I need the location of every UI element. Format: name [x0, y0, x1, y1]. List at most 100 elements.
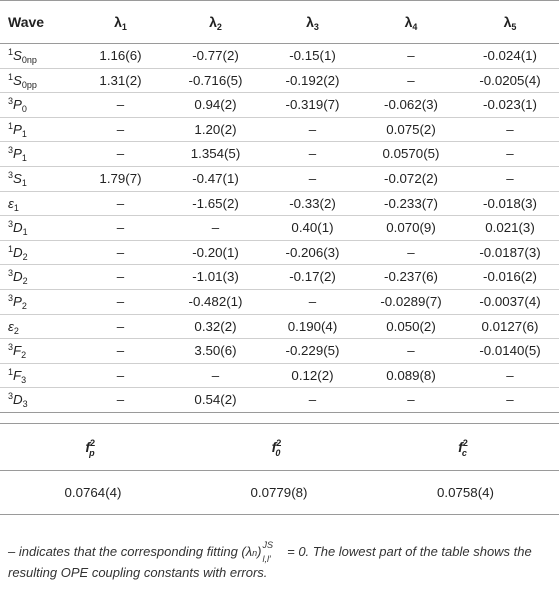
- coupling-header-fc: f2c: [372, 423, 559, 471]
- lambda-4-cell: 0.0570(5): [361, 141, 461, 167]
- wave-label: ε1: [0, 190, 74, 216]
- lambda-3-cell: –: [264, 165, 361, 192]
- coupling-value-f0: 0.0779(8): [250, 484, 308, 500]
- lambda-1-cell: –: [74, 313, 167, 339]
- lambda-1-cell: –: [74, 387, 167, 413]
- lambda-2-cell: -1.01(3): [167, 264, 264, 290]
- wave-label: ε2: [0, 313, 74, 339]
- wave-label: 3F2: [0, 338, 74, 364]
- parameter-table: Wave λ1 λ2 λ3 λ4 λ5 1S0np 1.16(6) -0.77(2)…: [0, 0, 559, 413]
- wave-label: 3D3: [0, 387, 74, 413]
- lambda-5-cell: -0.024(1): [483, 48, 537, 63]
- lambda-5-cell: –: [461, 141, 559, 167]
- wave-label: 3P2: [0, 288, 74, 315]
- lambda-4-cell: 0.089(8): [361, 362, 461, 388]
- table-row: 1F3– –0.12(2) 0.089(8) –: [0, 362, 559, 388]
- lambda-3-cell: -0.229(5): [264, 338, 361, 364]
- lambda-3-cell: 0.12(2): [264, 362, 361, 388]
- table-row: 3D1– –0.40(1) 0.070(9) 0.021(3): [0, 215, 559, 241]
- lambda-4-cell: -0.233(7): [361, 190, 461, 216]
- lambda-1-cell: –: [74, 264, 167, 290]
- wave-label: 1D2: [0, 239, 74, 265]
- lambda-3-cell: -0.33(2): [264, 190, 361, 216]
- lambda-1-cell: 1.31(2): [74, 67, 167, 93]
- table-row: 1S0np 1.16(6) -0.77(2) -0.15(1) – -0.024(1): [0, 44, 559, 69]
- lambda-2-cell: –: [167, 362, 264, 388]
- lambda-3-cell: -0.15(1): [289, 48, 336, 63]
- coupling-table: f2p f20 f2c 0.0764(4) 0.0779(8) 0.0758(4…: [0, 422, 559, 515]
- header-wave: Wave: [8, 14, 45, 30]
- lambda-2-cell: 0.32(2): [167, 313, 264, 339]
- lambda-1-cell: –: [74, 141, 167, 167]
- lambda-1-cell: –: [74, 338, 167, 364]
- lambda-2-cell: 3.50(6): [167, 338, 264, 364]
- lambda-2-cell: 1.20(2): [167, 116, 264, 142]
- lambda-2-cell: -1.65(2): [167, 190, 264, 216]
- lambda-5-cell: -0.0037(4): [461, 288, 559, 315]
- lambda-4-cell: 0.070(9): [361, 215, 461, 241]
- lambda-1-cell: –: [74, 288, 167, 315]
- lambda-4-cell: -0.0289(7): [361, 288, 461, 315]
- lambda-3-cell: 0.190(4): [264, 313, 361, 339]
- table-row: 3D2– -1.01(3) -0.17(2) -0.237(6) -0.016(2): [0, 264, 559, 290]
- lambda-5-cell: 0.0127(6): [461, 313, 559, 339]
- table-row: 1S0pp 1.31(2) -0.716(5) -0.192(2) – -0.0205(4…: [0, 67, 559, 93]
- header-lambda-5: λ5: [503, 14, 517, 32]
- lambda-1-cell: –: [74, 215, 167, 241]
- lambda-2-cell: -0.47(1): [167, 165, 264, 192]
- table-row: 3P2– -0.482(1) – -0.0289(7) -0.0037(4): [0, 288, 559, 315]
- lambda-1-cell: 1.16(6): [99, 48, 142, 63]
- lambda-2-cell: 0.54(2): [167, 387, 264, 413]
- header-row: Wave λ1 λ2 λ3 λ4 λ5: [0, 0, 559, 44]
- lambda-5-cell: –: [461, 362, 559, 388]
- coupling-header-row: f2p f20 f2c: [0, 423, 559, 471]
- lambda-5-cell: –: [461, 387, 559, 413]
- table-row: 1D2– -0.20(1) -0.206(3) – -0.0187(3): [0, 239, 559, 265]
- wave-label: 1F3: [0, 362, 74, 388]
- coupling-value-fc: 0.0758(4): [437, 484, 494, 500]
- lambda-1-cell: –: [74, 190, 167, 216]
- lambda-5-cell: 0.021(3): [461, 215, 559, 241]
- header-lambda-1: λ1: [114, 14, 127, 32]
- lambda-5-cell: –: [461, 116, 559, 142]
- coupling-header-fp: f2p: [0, 423, 186, 471]
- lambda-5-cell: –: [461, 165, 559, 192]
- lambda-5-cell: -0.016(2): [461, 264, 559, 290]
- lambda-4-cell: –: [407, 48, 415, 63]
- lambda-4-cell: -0.072(2): [361, 165, 461, 192]
- lambda-4-cell: 0.050(2): [361, 313, 461, 339]
- lambda-5-cell: -0.023(1): [461, 92, 559, 118]
- lambda-2-cell: -0.77(2): [192, 48, 239, 63]
- lambda-1-cell: –: [74, 239, 167, 265]
- lambda-5-cell: -0.018(3): [461, 190, 559, 216]
- wave-label: 1P1: [0, 116, 74, 142]
- lambda-2-cell: -0.482(1): [167, 288, 264, 315]
- wave-label: 1S0np: [8, 47, 37, 65]
- wave-label: 3P0: [0, 92, 74, 118]
- header-lambda-3: λ3: [306, 14, 319, 32]
- lambda-4-cell: -0.062(3): [361, 92, 461, 118]
- lambda-4-cell: –: [361, 67, 461, 93]
- lambda-2-cell: –: [167, 215, 264, 241]
- lambda-3-cell: –: [264, 141, 361, 167]
- coupling-value-fp: 0.0764(4): [64, 484, 122, 500]
- lambda-3-cell: -0.206(3): [264, 239, 361, 265]
- lambda-4-cell: –: [361, 239, 461, 265]
- table-row: 3S1 1.79(7) -0.47(1) – -0.072(2) –: [0, 165, 559, 192]
- lambda-2-cell: -0.716(5): [167, 67, 264, 93]
- coupling-header-f0: f20: [186, 423, 372, 471]
- lambda-5-cell: -0.0140(5): [461, 338, 559, 364]
- wave-label: 3D1: [0, 215, 74, 241]
- table-row: ε2–0.32(2) 0.190(4) 0.050(2) 0.0127(6): [0, 313, 559, 339]
- table-row: 3P0–0.94(2) -0.319(7) -0.062(3) -0.023(1): [0, 92, 559, 118]
- lambda-4-cell: -0.237(6): [361, 264, 461, 290]
- header-lambda-2: λ2: [209, 14, 222, 32]
- lambda-1-cell: 1.79(7): [74, 165, 167, 192]
- lambda-4-cell: 0.075(2): [361, 116, 461, 142]
- coupling-value-row: 0.0764(4) 0.0779(8) 0.0758(4): [0, 470, 559, 514]
- lambda-2-cell: 0.94(2): [167, 92, 264, 118]
- wave-label: 3P1: [0, 141, 74, 167]
- lambda-3-cell: -0.319(7): [264, 92, 361, 118]
- wave-label: 1S0pp: [0, 67, 74, 93]
